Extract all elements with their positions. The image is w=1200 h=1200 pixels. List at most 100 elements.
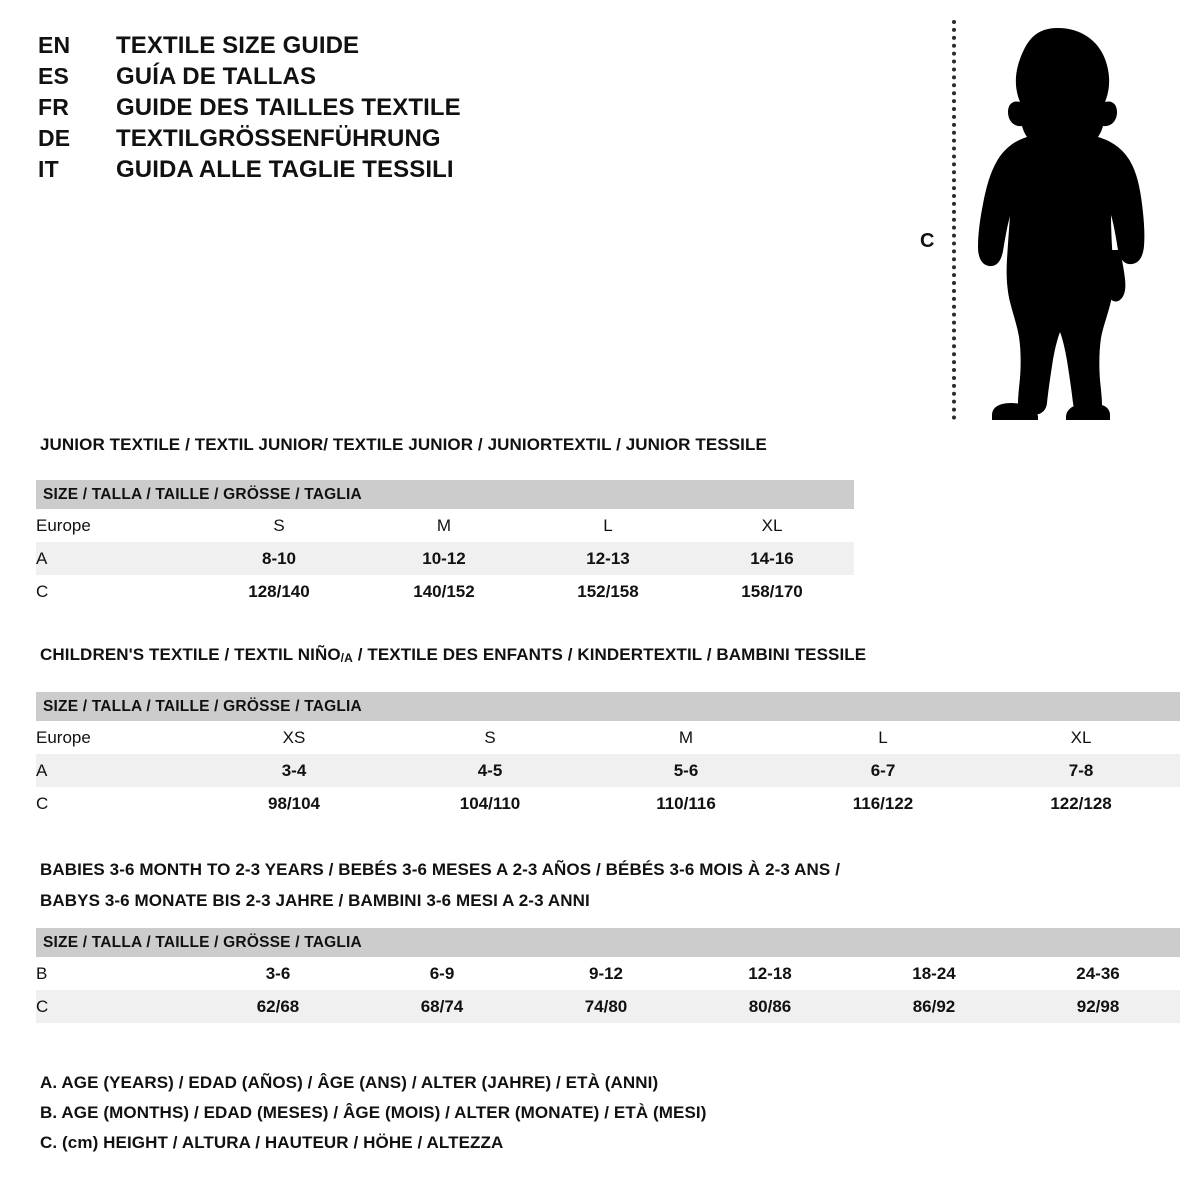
section-title-children-sub: /A xyxy=(340,651,353,665)
babies-height-1: 62/68 xyxy=(196,990,360,1023)
junior-height-xl: 158/170 xyxy=(690,575,855,608)
junior-row-c-key: C xyxy=(36,575,196,608)
junior-size-l: L xyxy=(526,509,690,542)
babies-height-6: 92/98 xyxy=(1016,990,1181,1023)
language-title-de: TEXTILGRÖSSENFÜHRUNG xyxy=(116,125,441,152)
junior-table-band-row: SIZE / TALLA / TAILLE / GRÖSSE / TAGLIA xyxy=(36,480,855,509)
junior-age-l: 12-13 xyxy=(526,542,690,575)
junior-row-a-key: A xyxy=(36,542,196,575)
children-height-l: 116/122 xyxy=(784,787,982,820)
babies-age-2: 6-9 xyxy=(360,957,524,990)
section-title-children-post: / TEXTILE DES ENFANTS / KINDERTEXTIL / B… xyxy=(352,645,867,664)
children-size-table: SIZE / TALLA / TAILLE / GRÖSSE / TAGLIA … xyxy=(36,692,1181,820)
legend-line-c-pre: C. xyxy=(40,1133,63,1152)
children-age-xs: 3-4 xyxy=(196,754,392,787)
language-row-es: ES GUÍA DE TALLAS xyxy=(38,63,658,94)
babies-row-b-key: B xyxy=(36,957,196,990)
language-row-en: EN TEXTILE SIZE GUIDE xyxy=(38,32,658,63)
section-title-junior-text: JUNIOR TEXTILE / TEXTIL JUNIOR/ TEXTILE … xyxy=(40,435,767,454)
children-band-label: SIZE / TALLA / TAILLE / GRÖSSE / TAGLIA xyxy=(36,692,1181,721)
babies-age-6: 24-36 xyxy=(1016,957,1181,990)
children-age-xl: 7-8 xyxy=(982,754,1181,787)
children-size-xs: XS xyxy=(196,721,392,754)
children-height-s: 104/110 xyxy=(392,787,588,820)
junior-age-m: 10-12 xyxy=(362,542,526,575)
language-title-it: GUIDA ALLE TAGLIE TESSILI xyxy=(116,156,454,183)
babies-table-band-row: SIZE / TALLA / TAILLE / GRÖSSE / TAGLIA xyxy=(36,928,1181,957)
language-title-block: EN TEXTILE SIZE GUIDE ES GUÍA DE TALLAS … xyxy=(38,32,658,187)
children-row-a: A 3-4 4-5 5-6 6-7 7-8 xyxy=(36,754,1181,787)
junior-height-s: 128/140 xyxy=(196,575,362,608)
children-header-row: Europe XS S M L XL xyxy=(36,721,1181,754)
children-size-xl: XL xyxy=(982,721,1181,754)
babies-row-b: B 3-6 6-9 9-12 12-18 18-24 24-36 xyxy=(36,957,1181,990)
children-age-m: 5-6 xyxy=(588,754,784,787)
language-row-fr: FR GUIDE DES TAILLES TEXTILE xyxy=(38,94,658,125)
language-row-it: IT GUIDA ALLE TAGLIE TESSILI xyxy=(38,156,658,187)
language-code-it: IT xyxy=(38,156,59,182)
legend-line-c-post: HEIGHT / ALTURA / HAUTEUR / HÖHE / ALTEZ… xyxy=(98,1133,504,1152)
children-size-m: M xyxy=(588,721,784,754)
language-code-en: EN xyxy=(38,32,71,58)
junior-height-m: 140/152 xyxy=(362,575,526,608)
language-title-en: TEXTILE SIZE GUIDE xyxy=(116,32,360,59)
children-row-a-key: A xyxy=(36,754,196,787)
section-title-junior: JUNIOR TEXTILE / TEXTIL JUNIOR/ TEXTILE … xyxy=(40,435,767,455)
babies-age-3: 9-12 xyxy=(524,957,688,990)
language-code-de: DE xyxy=(38,125,71,151)
junior-size-m: M xyxy=(362,509,526,542)
legend-line-b: B. AGE (MONTHS) / EDAD (MESES) / ÂGE (MO… xyxy=(40,1103,707,1122)
language-row-de: DE TEXTILGRÖSSENFÜHRUNG xyxy=(38,125,658,156)
toddler-silhouette-icon xyxy=(978,28,1145,420)
babies-height-5: 86/92 xyxy=(852,990,1016,1023)
babies-height-3: 74/80 xyxy=(524,990,688,1023)
children-height-xs: 98/104 xyxy=(196,787,392,820)
language-title-fr: GUIDE DES TAILLES TEXTILE xyxy=(116,94,461,121)
junior-age-xl: 14-16 xyxy=(690,542,855,575)
babies-age-5: 18-24 xyxy=(852,957,1016,990)
children-size-s: S xyxy=(392,721,588,754)
junior-header-row: Europe S M L XL xyxy=(36,509,855,542)
junior-height-l: 152/158 xyxy=(526,575,690,608)
legend-line-a: A. AGE (YEARS) / EDAD (AÑOS) / ÂGE (ANS)… xyxy=(40,1073,659,1092)
section-title-babies: BABIES 3-6 MONTH TO 2-3 YEARS / BEBÉS 3-… xyxy=(40,860,840,911)
junior-size-table: SIZE / TALLA / TAILLE / GRÖSSE / TAGLIA … xyxy=(36,480,855,608)
junior-size-xl: XL xyxy=(690,509,855,542)
children-height-m: 110/116 xyxy=(588,787,784,820)
height-measurement-figure: C xyxy=(900,14,1180,424)
babies-height-2: 68/74 xyxy=(360,990,524,1023)
height-dotted-line xyxy=(952,20,956,420)
babies-height-4: 80/86 xyxy=(688,990,852,1023)
junior-header-rowkey: Europe xyxy=(36,509,196,542)
children-row-c: C 98/104 104/110 110/116 116/122 122/128 xyxy=(36,787,1181,820)
legend-line-c-unit: (cm) xyxy=(62,1133,99,1152)
section-title-babies-line2: BABYS 3-6 MONATE BIS 2-3 JAHRE / BAMBINI… xyxy=(40,891,590,910)
babies-age-4: 12-18 xyxy=(688,957,852,990)
children-row-c-key: C xyxy=(36,787,196,820)
section-title-children-pre: CHILDREN'S TEXTILE / TEXTIL NIÑO xyxy=(40,645,341,664)
junior-row-a: A 8-10 10-12 12-13 14-16 xyxy=(36,542,855,575)
children-header-rowkey: Europe xyxy=(36,721,196,754)
children-age-s: 4-5 xyxy=(392,754,588,787)
children-age-l: 6-7 xyxy=(784,754,982,787)
babies-age-1: 3-6 xyxy=(196,957,360,990)
babies-band-label: SIZE / TALLA / TAILLE / GRÖSSE / TAGLIA xyxy=(36,928,1181,957)
children-table-band-row: SIZE / TALLA / TAILLE / GRÖSSE / TAGLIA xyxy=(36,692,1181,721)
junior-size-s: S xyxy=(196,509,362,542)
babies-row-c: C 62/68 68/74 74/80 80/86 86/92 92/98 xyxy=(36,990,1181,1023)
legend-line-c: C. (cm) HEIGHT / ALTURA / HAUTEUR / HÖHE… xyxy=(40,1128,940,1158)
height-measure-label: C xyxy=(920,230,935,252)
junior-row-c: C 128/140 140/152 152/158 158/170 xyxy=(36,575,855,608)
junior-age-s: 8-10 xyxy=(196,542,362,575)
section-title-babies-line1: BABIES 3-6 MONTH TO 2-3 YEARS / BEBÉS 3-… xyxy=(40,860,841,879)
section-title-children: CHILDREN'S TEXTILE / TEXTIL NIÑO/A / TEX… xyxy=(40,645,866,665)
language-title-es: GUÍA DE TALLAS xyxy=(116,63,317,90)
children-size-l: L xyxy=(784,721,982,754)
children-height-xl: 122/128 xyxy=(982,787,1181,820)
language-code-es: ES xyxy=(38,63,70,89)
babies-size-table: SIZE / TALLA / TAILLE / GRÖSSE / TAGLIA … xyxy=(36,928,1181,1023)
legend-block: A. AGE (YEARS) / EDAD (AÑOS) / ÂGE (ANS)… xyxy=(40,1068,940,1158)
language-code-fr: FR xyxy=(38,94,70,120)
babies-row-c-key: C xyxy=(36,990,196,1023)
junior-band-label: SIZE / TALLA / TAILLE / GRÖSSE / TAGLIA xyxy=(36,480,855,509)
